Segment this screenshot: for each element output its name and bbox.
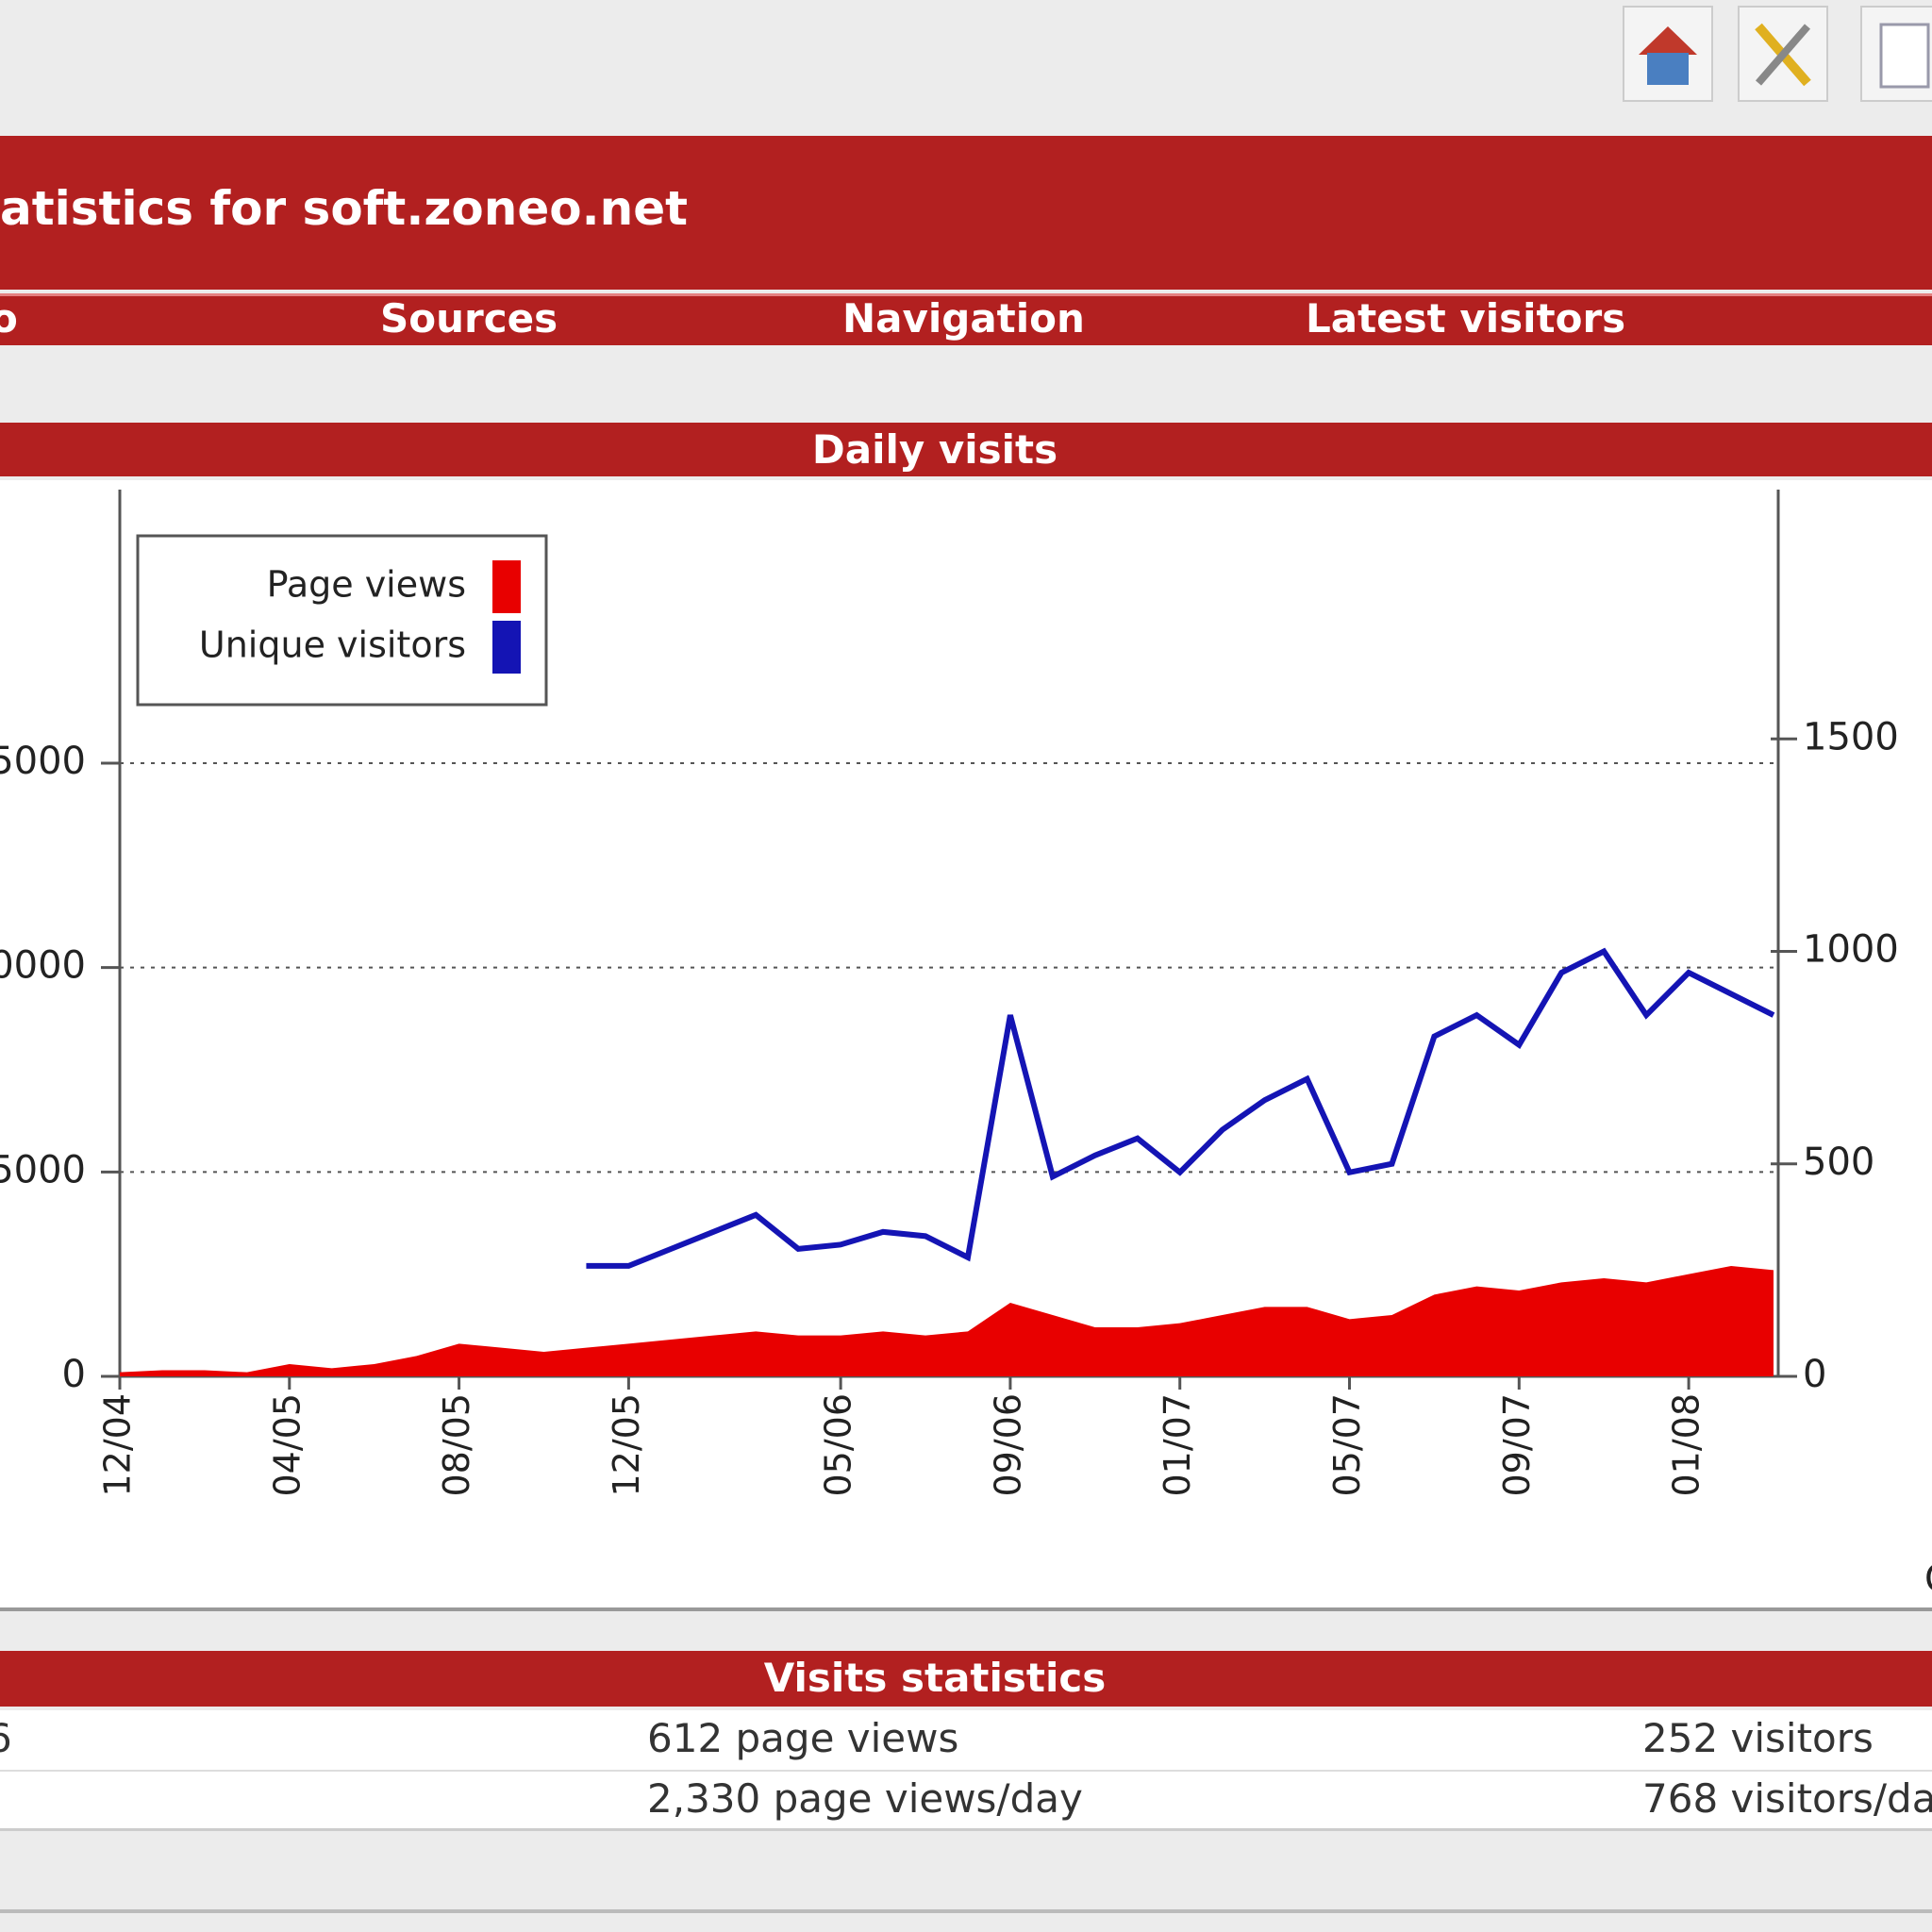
y2-tick-label: 1000 [1803, 928, 1899, 972]
header-band [0, 136, 1932, 290]
legend-label: Page views [267, 564, 466, 606]
y-tick-label: 0 [62, 1353, 86, 1396]
y2-tick-label: 1500 [1803, 715, 1899, 758]
nav-item[interactable]: Sources [380, 295, 558, 341]
stats-band [0, 1651, 1932, 1707]
x-tick-label: 09/06 [987, 1393, 1028, 1497]
section-band [0, 423, 1932, 476]
y-tick-label: 10000 [0, 944, 86, 988]
area [120, 1266, 1774, 1376]
legend-swatch [492, 560, 521, 613]
stats-cell: 612 page views [647, 1715, 959, 1761]
footer-fragment: G [1924, 1557, 1932, 1601]
line [586, 947, 1775, 1269]
home-glyph [1639, 26, 1697, 85]
tools-icon[interactable] [1738, 6, 1828, 102]
y-tick-label: 15000 [0, 740, 86, 783]
x-tick-label: 01/08 [1666, 1393, 1707, 1497]
row-divider [0, 1770, 1932, 1772]
y2-tick-label: 0 [1803, 1353, 1826, 1396]
x-tick-label: 01/07 [1157, 1393, 1198, 1497]
x-tick-label: 05/06 [818, 1393, 859, 1497]
x-tick-label: 12/04 [97, 1393, 139, 1497]
stats-cell: 6 [0, 1715, 12, 1761]
x-tick-label: 04/05 [266, 1393, 308, 1497]
page-glyph [1879, 23, 1930, 89]
stats-cell: 768 visitors/day [1642, 1775, 1932, 1822]
x-tick-label: 09/07 [1496, 1393, 1538, 1497]
legend-swatch [492, 621, 521, 674]
nav-item[interactable]: o [0, 295, 18, 341]
section-title: Daily visits [811, 426, 1058, 473]
x-tick-label: 05/07 [1326, 1393, 1368, 1497]
y-tick-label: 5000 [0, 1148, 86, 1191]
stats-cell: 2,330 page views/day [647, 1775, 1083, 1822]
chart: G 0 5000 10000 15000 0 500 1000 1500 12/04 04/05 0… [0, 490, 1932, 1601]
stats-title: Visits statistics [763, 1655, 1107, 1701]
home-icon[interactable] [1623, 6, 1713, 102]
nav-band [0, 293, 1932, 345]
page-icon[interactable] [1860, 6, 1932, 102]
stats-cell: 252 visitors [1642, 1715, 1874, 1761]
legend-label: Unique visitors [199, 625, 466, 666]
y2-tick-label: 500 [1803, 1141, 1874, 1184]
nav-item[interactable]: Latest visitors [1306, 295, 1626, 341]
x-tick-label: 12/05 [606, 1393, 647, 1497]
legend-box [136, 534, 548, 707]
nav-item[interactable]: Navigation [842, 295, 1085, 341]
site-title: atistics for soft.zoneo.net [0, 181, 689, 236]
x-tick-label: 08/05 [436, 1393, 477, 1497]
bottom-rule [0, 1909, 1932, 1913]
tools-glyph [1755, 23, 1811, 87]
